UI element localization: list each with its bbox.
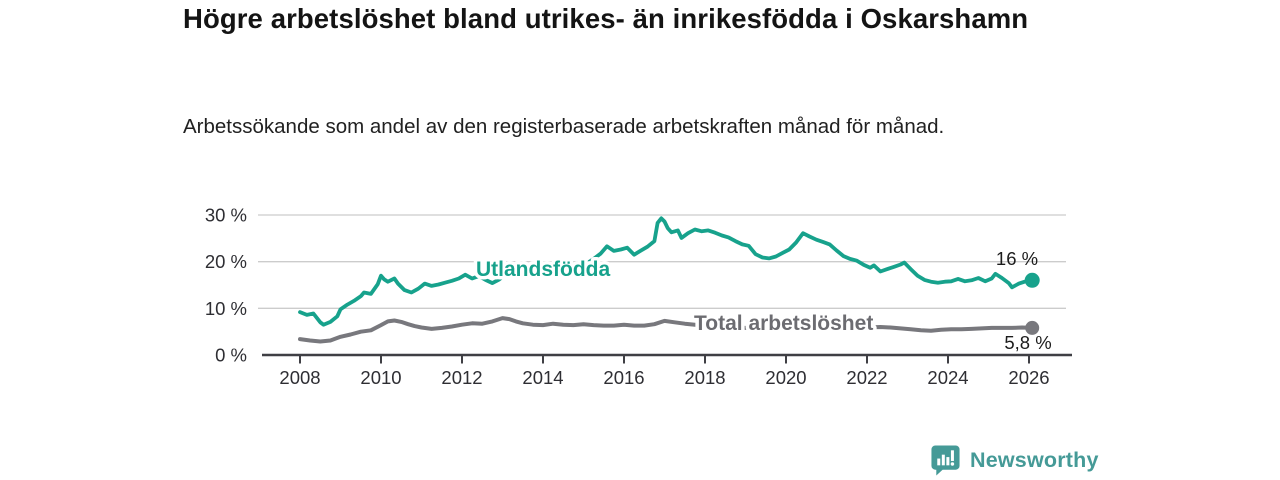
y-tick-label-20: 20 % xyxy=(205,251,247,272)
series-line-utlandsfodda xyxy=(298,216,1035,327)
x-tick-label-2026: 2026 xyxy=(1008,367,1049,388)
x-tick-label-2016: 2016 xyxy=(603,367,644,388)
x-tick-label-2018: 2018 xyxy=(684,367,725,388)
series-label-total-arbetsloshet: Total arbetslöshet xyxy=(694,312,873,335)
x-tick-label-2020: 2020 xyxy=(765,367,806,388)
end-value-label-utlandsfodda: 16 % xyxy=(996,248,1038,269)
y-tick-label-0: 0 % xyxy=(215,345,247,366)
y-tick-label-30: 30 % xyxy=(205,205,247,226)
x-tick-label-2010: 2010 xyxy=(360,367,401,388)
x-tick-label-2024: 2024 xyxy=(927,367,968,388)
y-tick-label-10: 10 % xyxy=(205,298,247,319)
end-dot-total-arbetsloshet xyxy=(1025,320,1040,335)
series-line-total-arbetsloshet xyxy=(298,316,1035,344)
chart-title: Högre arbetslöshet bland utrikes- än inr… xyxy=(183,3,1029,34)
x-tick-label-2008: 2008 xyxy=(279,367,320,388)
newsworthy-logo[interactable]: Newsworthy xyxy=(930,444,1099,476)
x-tick-label-2014: 2014 xyxy=(522,367,563,388)
x-tick-label-2012: 2012 xyxy=(441,367,482,388)
gridlines xyxy=(258,214,1066,309)
end-value-label-total-arbetsloshet: 5,8 % xyxy=(1004,332,1051,353)
x-axis-ticks xyxy=(299,355,1030,364)
end-dot-utlandsfodda xyxy=(1024,272,1040,288)
x-tick-label-2022: 2022 xyxy=(846,367,887,388)
series-label-utlandsfodda: Utlandsfödda xyxy=(476,258,610,281)
x-axis-tick-labels: 2008 2010 2012 2014 2016 2018 2020 2022 2024 2026 xyxy=(279,367,1049,388)
chart-subtitle: Arbetssökande som andel av den registerb… xyxy=(183,115,945,138)
newsworthy-logo-text: Newsworthy xyxy=(970,447,1099,472)
y-axis-tick-labels: 0 % 10 % 20 % 30 % xyxy=(205,205,247,366)
bar-chart-speech-bubble-icon xyxy=(931,445,960,476)
